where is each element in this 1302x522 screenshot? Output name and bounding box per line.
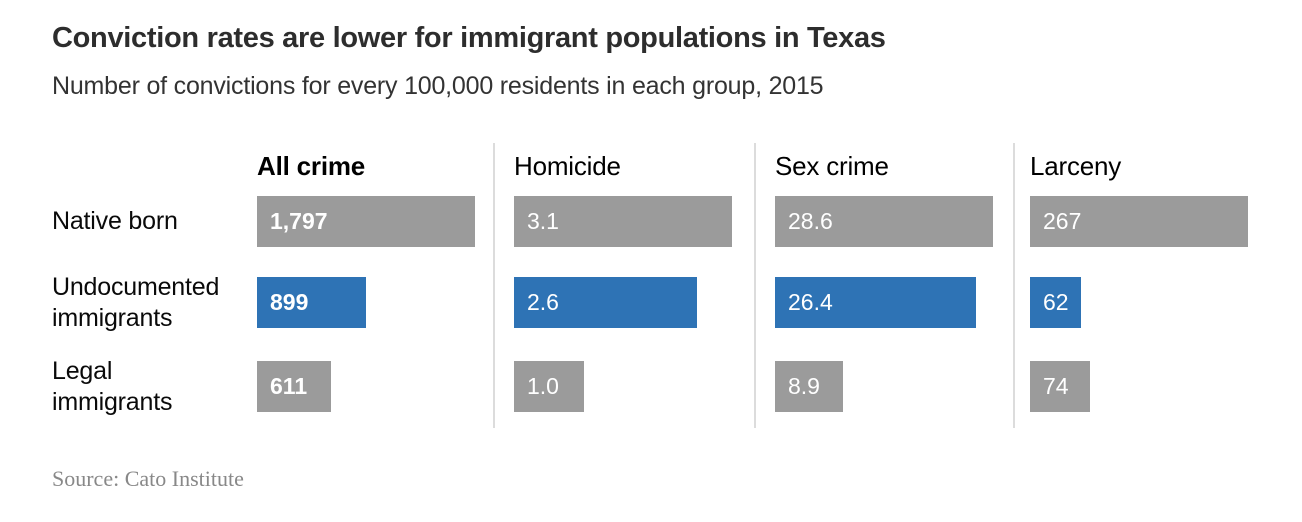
bar-value-label: 1,797 [270, 208, 328, 234]
bar: 2.6 [514, 277, 697, 328]
panel-header: Larceny [1030, 151, 1122, 181]
chart-title: Conviction rates are lower for immigrant… [52, 22, 886, 54]
bar-value-label: 26.4 [788, 289, 833, 315]
panel-header: Homicide [514, 151, 621, 181]
bar-value-label: 2.6 [527, 289, 559, 315]
bar: 267 [1030, 196, 1248, 247]
panel-divider [1013, 143, 1015, 428]
bar-value-label: 611 [270, 373, 308, 399]
panel-divider [754, 143, 756, 428]
bar: 28.6 [775, 196, 993, 247]
chart-subtitle: Number of convictions for every 100,000 … [52, 72, 824, 100]
bar-value-label: 8.9 [788, 373, 820, 399]
row-label: Legal immigrants [52, 356, 173, 416]
bar: 26.4 [775, 277, 976, 328]
bar-value-label: 28.6 [788, 208, 833, 234]
panel-header: All crime [257, 151, 366, 181]
bar-value-label: 267 [1043, 208, 1082, 234]
bar-value-label: 3.1 [527, 208, 559, 234]
panel-header: Sex crime [775, 151, 889, 181]
bar-value-label: 899 [270, 289, 309, 315]
bar-value-label: 62 [1043, 289, 1069, 315]
row-label: Native born [52, 207, 178, 235]
panel-divider [493, 143, 495, 428]
row-label: Undocumented immigrants [52, 272, 220, 332]
bar: 1,797 [257, 196, 475, 247]
bar-value-label: 1.0 [527, 373, 559, 399]
bar: 74 [1030, 361, 1090, 412]
bar: 62 [1030, 277, 1081, 328]
bar-value-label: 74 [1043, 373, 1069, 399]
bar: 8.9 [775, 361, 843, 412]
bar: 1.0 [514, 361, 584, 412]
source-credit: Source: Cato Institute [52, 466, 244, 491]
bar: 899 [257, 277, 366, 328]
bar: 611 [257, 361, 331, 412]
bar: 3.1 [514, 196, 732, 247]
